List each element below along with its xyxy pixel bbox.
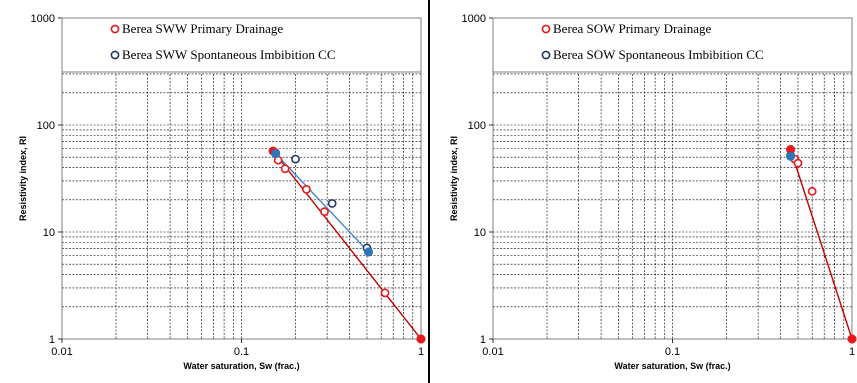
- legend-label: Berea SWW Primary Drainage: [122, 21, 283, 36]
- data-point-filled: [363, 247, 374, 257]
- series-line: [272, 150, 422, 340]
- legend-box: [61, 17, 422, 73]
- legend-box: [492, 17, 853, 73]
- data-point-filled: [847, 334, 857, 344]
- x-tick-label: 0.01: [482, 346, 503, 358]
- x-axis-label: Water saturation, Sw (frac.): [183, 361, 299, 371]
- x-tick-label: 0.1: [234, 346, 249, 358]
- y-tick-label: 1000: [462, 13, 486, 25]
- chart-panel-right: 0.01 0.1 1 1 10 100 1000 Water saturation, Sw (…: [430, 0, 857, 383]
- data-point-filled: [271, 149, 281, 159]
- legend-label: Berea SWW Spontaneous Imbibition CC: [122, 47, 336, 62]
- data-point-open: [280, 164, 290, 174]
- chart-right: 0.01 0.1 1 1 10 100 1000 Water saturation, Sw (…: [449, 13, 857, 371]
- y-tick-label: 100: [468, 120, 486, 132]
- legend: Berea SOW Primary Drainage Berea SOW Spon…: [492, 17, 853, 73]
- legend: Berea SWW Primary Drainage Berea SWW Spon…: [61, 17, 422, 73]
- legend-marker: [110, 50, 120, 60]
- legend-label: Berea SOW Primary Drainage: [553, 21, 711, 36]
- y-axis-label: Resistivity index, RI: [449, 136, 459, 221]
- y-tick-label: 1: [480, 334, 486, 346]
- panel-divider: [428, 0, 430, 383]
- data-point-filled: [786, 151, 796, 161]
- legend-label: Berea SOW Spontaneous Imbibition CC: [553, 47, 764, 62]
- data-point-open: [807, 186, 817, 196]
- x-tick-label: 1: [849, 346, 855, 358]
- data-point-open: [793, 158, 803, 168]
- y-tick-label: 1: [49, 334, 55, 346]
- legend-marker: [541, 50, 551, 60]
- data-point-filled: [416, 334, 426, 344]
- legend-marker: [541, 24, 551, 34]
- x-tick-label: 0.01: [51, 346, 72, 358]
- chart-left: 0.01 0.1 1 1 10 100 1000 Water saturation, Sw (…: [18, 13, 426, 371]
- legend-marker: [110, 24, 120, 34]
- y-tick-label: 10: [474, 227, 486, 239]
- data-point-open: [291, 154, 300, 164]
- chart-panel-left: 0.01 0.1 1 1 10 100 1000 Water saturation, Sw (…: [18, 13, 426, 371]
- series-line: [275, 153, 370, 253]
- x-tick-label: 1: [418, 346, 424, 358]
- y-tick-label: 10: [43, 227, 55, 239]
- x-axis-label: Water saturation, Sw (frac.): [614, 361, 730, 371]
- series-line: [789, 149, 853, 340]
- data-point-open: [302, 185, 311, 194]
- y-tick-label: 100: [37, 120, 55, 132]
- y-axis-label: Resistivity index, RI: [18, 136, 28, 221]
- y-tick-label: 1000: [31, 13, 55, 25]
- data-point-open: [380, 288, 390, 298]
- data-point-open: [320, 207, 329, 217]
- x-tick-label: 0.1: [665, 346, 680, 358]
- data-point-open: [327, 199, 337, 208]
